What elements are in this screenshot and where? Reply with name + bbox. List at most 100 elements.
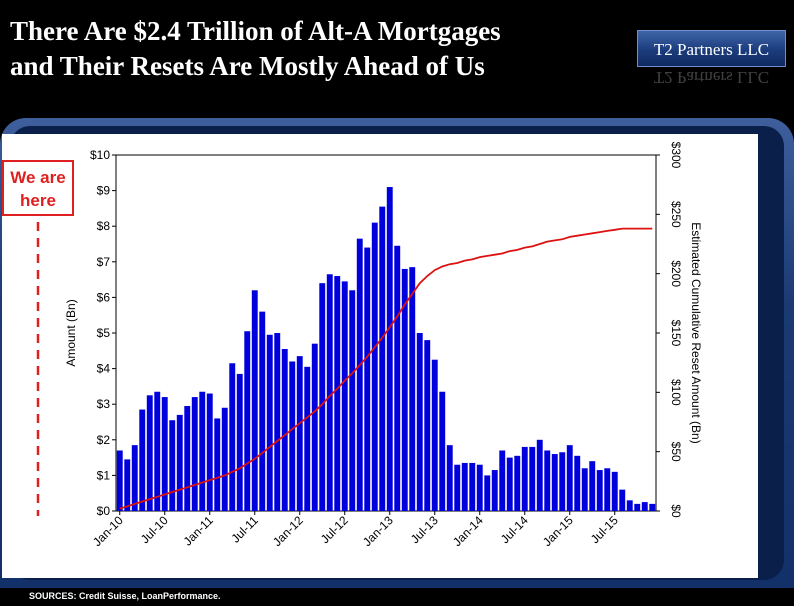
bar — [191, 397, 198, 511]
we-are-here-line-2: here — [20, 191, 56, 210]
x-tick-label: Jan-11 — [181, 513, 216, 548]
slide-title-line-1: There Are $2.4 Trillion of Alt-A Mortgag… — [10, 16, 501, 46]
bar — [371, 222, 378, 511]
we-are-here-callout: We are here — [2, 160, 74, 216]
y-left-tick-label: $6 — [97, 290, 111, 304]
bar — [574, 455, 581, 511]
bar — [619, 489, 626, 511]
bar — [566, 445, 573, 511]
sources-note: SOURCES: Credit Suisse, LoanPerformance. — [29, 591, 221, 601]
bar — [491, 470, 498, 511]
y-right-tick-label: $300 — [669, 142, 683, 169]
y-left-tick-label: $7 — [97, 255, 111, 269]
y-left-tick-label: $0 — [97, 504, 111, 518]
bar — [266, 334, 273, 511]
y-left-tick-label: $1 — [97, 468, 111, 482]
cumulative-reset-line — [119, 227, 653, 510]
bar — [296, 356, 303, 511]
bar — [311, 343, 318, 511]
bar — [521, 446, 528, 511]
x-tick-label: Jul-15 — [588, 513, 621, 546]
bar — [401, 268, 408, 511]
bar — [544, 450, 551, 511]
y-right-tick-label: $100 — [669, 379, 683, 406]
bar — [634, 503, 641, 511]
bar — [409, 267, 416, 511]
bar — [281, 349, 288, 511]
bar — [251, 290, 258, 511]
bar — [154, 391, 161, 511]
y-right-tick-label: $200 — [669, 260, 683, 287]
x-tick-label: Jan-10 — [90, 513, 126, 549]
bar — [289, 361, 296, 511]
y-left-tick-label: $3 — [97, 397, 111, 411]
bar — [536, 439, 543, 511]
y-right-tick-label: $150 — [669, 320, 683, 347]
bar — [259, 311, 266, 511]
bar — [416, 333, 423, 511]
bar — [274, 333, 281, 511]
bar — [514, 455, 521, 511]
bar — [394, 245, 401, 511]
we-are-here-line-1: We are — [10, 168, 66, 187]
bar — [116, 450, 123, 511]
bar — [604, 468, 611, 511]
bar — [319, 283, 326, 511]
bar — [379, 206, 386, 511]
y-left-tick-label: $2 — [97, 433, 111, 447]
footer-bar — [0, 588, 794, 606]
bar — [236, 373, 243, 511]
bar — [551, 454, 558, 511]
bar — [589, 461, 596, 511]
bar — [611, 471, 618, 511]
x-tick-label: Jul-11 — [228, 513, 261, 546]
bar — [139, 409, 146, 511]
bar — [334, 276, 341, 511]
x-tick-label: Jan-14 — [450, 513, 486, 549]
y-left-tick-label: $8 — [97, 219, 111, 233]
bar — [356, 238, 363, 511]
bar — [364, 247, 371, 511]
y-right-tick-label: $50 — [669, 442, 683, 462]
bar — [244, 331, 251, 511]
y-right-tick-label: $0 — [669, 504, 683, 518]
y-left-tick-label: $10 — [90, 148, 110, 162]
bar — [349, 290, 356, 511]
bar — [469, 462, 476, 511]
x-tick-label: Jul-14 — [498, 513, 531, 546]
bar — [326, 274, 333, 511]
bar — [199, 391, 206, 511]
bar — [649, 503, 656, 511]
bar — [641, 502, 648, 511]
bar — [431, 359, 438, 511]
bar — [446, 445, 453, 511]
bar — [341, 281, 348, 511]
x-tick-label: Jan-13 — [360, 513, 396, 549]
y-left-tick-label: $5 — [97, 326, 111, 340]
bar — [206, 393, 213, 511]
y-left-axis-title: Amount (Bn) — [64, 299, 78, 366]
bar — [529, 446, 536, 511]
bar — [439, 391, 446, 511]
slide-title-line-2: and Their Resets Are Mostly Ahead of Us — [10, 51, 485, 81]
slide-title: There Are $2.4 Trillion of Alt-A Mortgag… — [10, 14, 620, 84]
bar — [184, 405, 191, 511]
x-tick-label: Jul-10 — [138, 513, 171, 546]
bar — [131, 445, 138, 511]
x-tick-label: Jan-15 — [540, 513, 576, 549]
y-left-tick-label: $9 — [97, 184, 111, 198]
bar — [386, 187, 393, 512]
bar — [499, 450, 506, 511]
header-bar: There Are $2.4 Trillion of Alt-A Mortgag… — [0, 0, 794, 104]
bar — [169, 420, 176, 511]
y-right-axis-title: Estimated Cumulative Reset Amount (Bn) — [689, 222, 703, 443]
bar — [581, 468, 588, 511]
bar — [461, 462, 468, 511]
bar — [506, 457, 513, 511]
brand-logo: T2 Partners LLC — [637, 30, 786, 67]
bar — [221, 407, 228, 511]
x-tick-label: Jan-12 — [270, 513, 306, 549]
bar — [559, 452, 566, 511]
bar — [476, 464, 483, 511]
